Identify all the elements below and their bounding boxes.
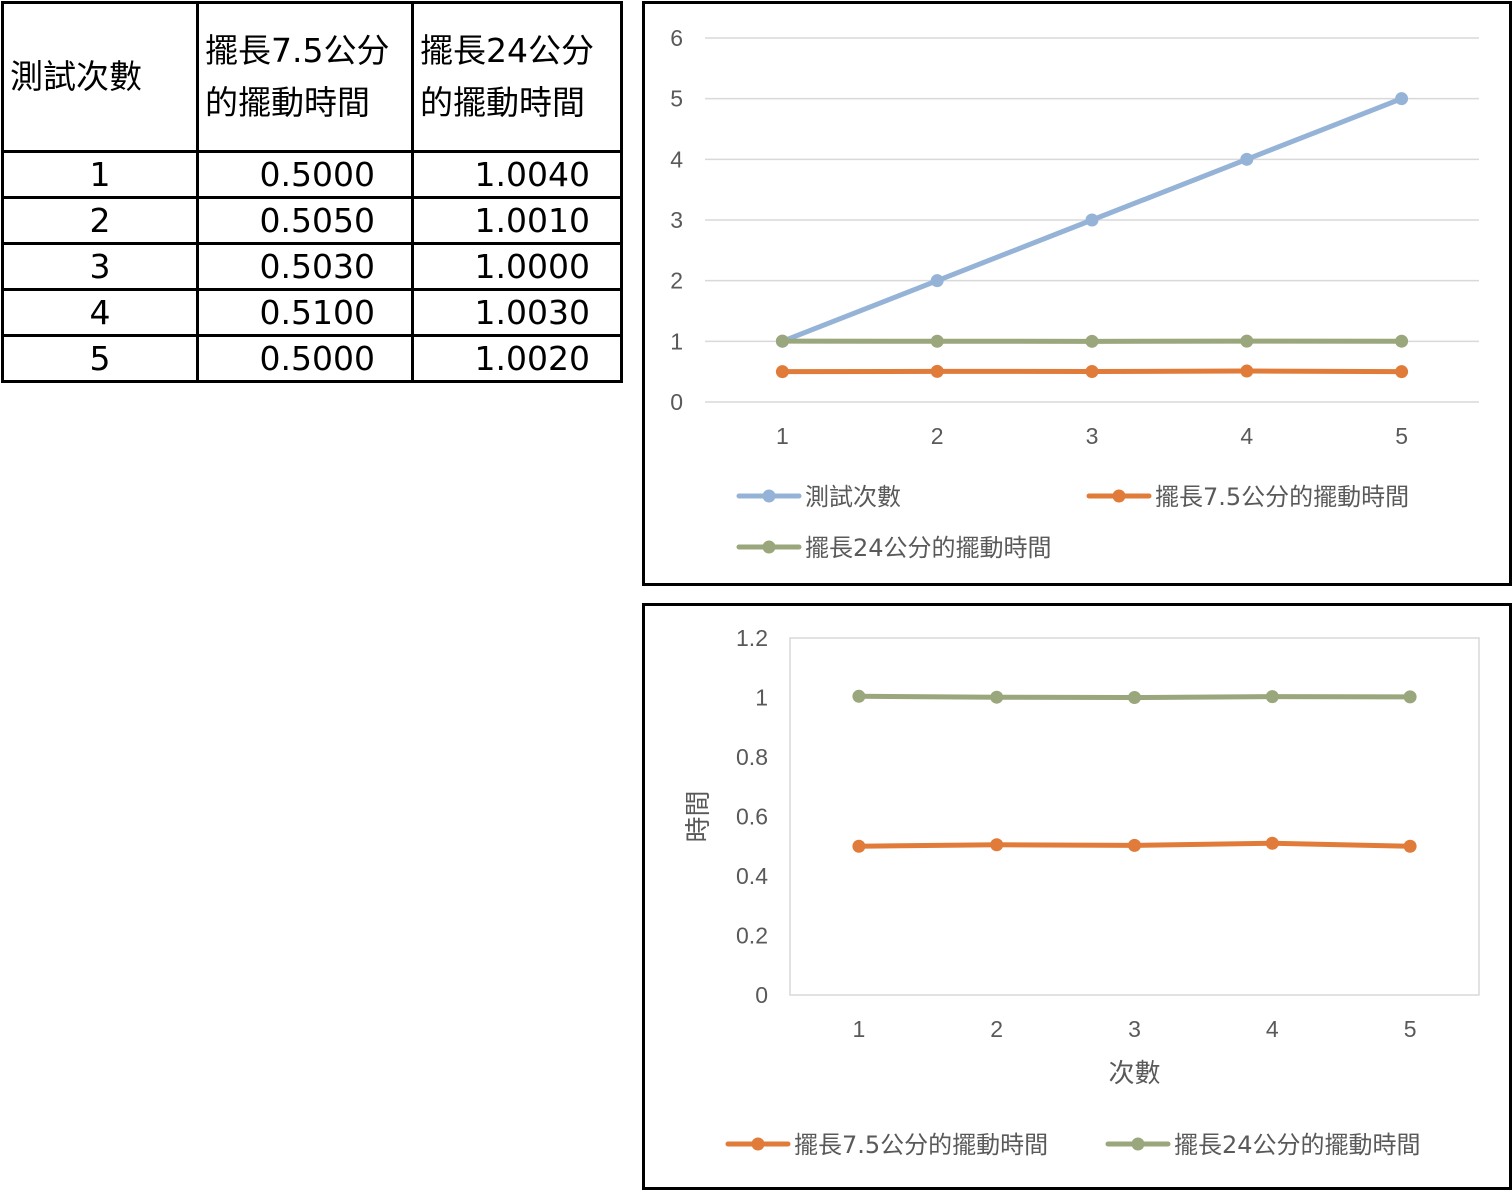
data-point xyxy=(1395,365,1409,379)
data-table: 測試次數 擺長7.5公分 的擺動時間 擺長24公分 的擺動時間 1 0.5000… xyxy=(1,1,623,383)
y-tick-label: 6 xyxy=(670,25,683,51)
table-row: 3 0.5030 1.0000 xyxy=(1,242,623,291)
data-point xyxy=(775,365,789,379)
table-cell: 1.0040 xyxy=(411,150,623,199)
y-axis-title: 時間 xyxy=(684,790,714,842)
y-tick-label: 3 xyxy=(670,207,683,233)
legend-marker xyxy=(762,540,776,554)
table-cell: 4 xyxy=(1,288,199,337)
data-point xyxy=(852,839,866,853)
x-tick-label: 4 xyxy=(1266,1016,1279,1042)
table-row: 1 0.5000 1.0040 xyxy=(1,150,623,199)
table-cell: 0.5000 xyxy=(196,334,414,383)
y-tick-label: 0 xyxy=(755,982,768,1008)
y-tick-label: 0 xyxy=(670,389,683,415)
data-point xyxy=(1265,836,1279,850)
plot-area-border xyxy=(789,637,1480,996)
data-point xyxy=(1128,838,1141,852)
legend-label: 擺長24公分的擺動時間 xyxy=(1174,1131,1421,1159)
data-point xyxy=(1240,364,1254,378)
x-tick-label: 2 xyxy=(931,423,944,449)
x-tick-label: 4 xyxy=(1240,423,1253,449)
y-tick-label: 0.6 xyxy=(736,804,768,830)
table-cell: 0.5100 xyxy=(196,288,414,337)
x-tick-label: 1 xyxy=(776,423,789,449)
data-point xyxy=(930,274,944,288)
x-tick-label: 5 xyxy=(1395,423,1408,449)
x-tick-label: 5 xyxy=(1404,1016,1417,1042)
x-tick-label: 3 xyxy=(1128,1016,1141,1042)
data-point xyxy=(1240,334,1254,348)
legend-marker xyxy=(751,1137,765,1151)
table-cell: 1.0000 xyxy=(411,242,623,291)
legend-label: 擺長24公分的擺動時間 xyxy=(805,534,1052,562)
x-tick-label: 2 xyxy=(990,1016,1003,1042)
data-point xyxy=(930,364,944,378)
y-tick-label: 2 xyxy=(670,268,683,294)
data-point xyxy=(1403,690,1417,704)
y-tick-label: 0.4 xyxy=(736,863,768,889)
table-cell: 5 xyxy=(1,334,199,383)
data-point xyxy=(1085,364,1099,378)
header-text: 擺長24公分 xyxy=(420,31,594,70)
x-tick-label: 3 xyxy=(1086,423,1099,449)
chart-all-series: 0 1 2 3 4 5 6 1 2 3 4 5 測試次數 擺長7.5公分的擺動時間擺長24公分的擺動時間 xyxy=(642,1,1512,586)
y-tick-label: 4 xyxy=(670,146,683,172)
data-point xyxy=(1085,334,1099,348)
legend-label: 擺長7.5公分的擺動時間 xyxy=(1155,483,1409,511)
data-point xyxy=(1085,213,1099,227)
data-point xyxy=(930,334,944,348)
data-point xyxy=(1403,839,1417,853)
table-cell: 0.5000 xyxy=(196,150,414,199)
data-point xyxy=(1395,334,1409,348)
table-cell: 0.5050 xyxy=(196,196,414,245)
table-row: 5 0.5000 1.0020 xyxy=(1,334,623,383)
legend-marker xyxy=(1112,489,1126,503)
data-point xyxy=(1395,92,1409,106)
data-point xyxy=(1128,691,1141,704)
table-cell: 1.0020 xyxy=(411,334,623,383)
y-tick-label: 5 xyxy=(670,86,683,112)
table-row: 4 0.5100 1.0030 xyxy=(1,288,623,337)
x-tick-label: 1 xyxy=(853,1016,866,1042)
y-tick-label: 0.2 xyxy=(736,923,768,949)
data-point xyxy=(1265,690,1279,704)
y-tick-label: 1 xyxy=(755,685,768,711)
table-cell: 2 xyxy=(1,196,199,245)
legend-marker xyxy=(1131,1137,1145,1151)
header-text: 測試次數 xyxy=(10,57,142,96)
y-tick-label: 0.8 xyxy=(736,744,768,770)
legend-marker xyxy=(762,489,776,503)
legend-label: 擺長7.5公分的擺動時間 xyxy=(794,1131,1048,1159)
header-text: 的擺動時間 xyxy=(420,83,585,122)
data-point xyxy=(990,838,1004,852)
chart-pendulum-times: 0 0.2 0.4 0.6 0.8 1 1.2 1 2 3 4 5 次數 時間擺長7.5公分的擺動時間 擺長… xyxy=(642,603,1512,1190)
header-text: 的擺動時間 xyxy=(205,83,370,122)
table-cell: 3 xyxy=(1,242,199,291)
legend-label: 測試次數 xyxy=(805,483,901,511)
table-header-row: 測試次數 擺長7.5公分 的擺動時間 擺長24公分 的擺動時間 xyxy=(1,1,623,153)
header-cell: 測試次數 xyxy=(1,1,199,153)
x-axis-title: 次數 xyxy=(1108,1059,1160,1089)
header-cell: 擺長7.5公分 的擺動時間 xyxy=(196,1,414,153)
table-cell: 1 xyxy=(1,150,199,199)
header-cell: 擺長24公分 的擺動時間 xyxy=(411,1,623,153)
data-point xyxy=(1240,152,1254,166)
data-point xyxy=(990,690,1004,704)
y-tick-label: 1.2 xyxy=(736,625,768,651)
table-cell: 1.0030 xyxy=(411,288,623,337)
table-row: 2 0.5050 1.0010 xyxy=(1,196,623,245)
y-tick-label: 1 xyxy=(670,328,683,354)
data-point xyxy=(852,689,866,703)
data-point xyxy=(775,334,789,348)
table-cell: 0.5030 xyxy=(196,242,414,291)
header-text: 擺長7.5公分 xyxy=(205,31,390,70)
table-cell: 1.0010 xyxy=(411,196,623,245)
